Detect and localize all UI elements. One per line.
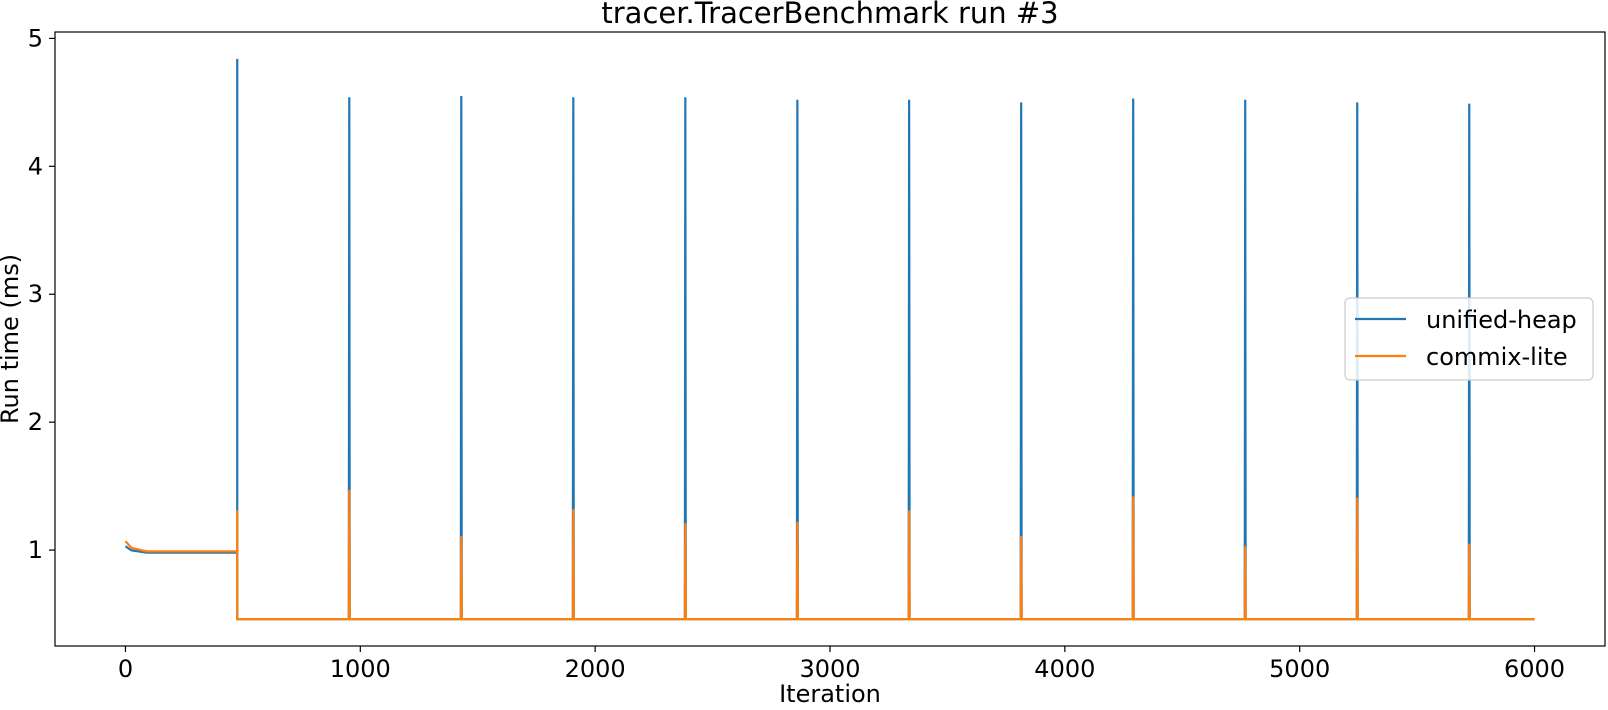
x-tick-label: 4000 <box>1034 655 1095 683</box>
x-tick-label: 0 <box>118 655 133 683</box>
y-tick-label: 1 <box>28 536 43 564</box>
x-axis-ticks: 0 1000 2000 3000 4000 5000 6000 <box>118 646 1565 683</box>
legend: unified-heap commix-lite <box>1344 297 1594 381</box>
legend-label-commix-lite: commix-lite <box>1426 343 1568 371</box>
chart-title: tracer.TracerBenchmark run #3 <box>601 0 1058 30</box>
x-tick-label: 1000 <box>330 655 391 683</box>
y-tick-label: 3 <box>28 280 43 308</box>
series-commix-lite <box>124 489 1535 621</box>
x-tick-label: 3000 <box>799 655 860 683</box>
y-tick-label: 5 <box>28 24 43 52</box>
series-line-commix-lite <box>124 489 1535 621</box>
x-tick-label: 2000 <box>565 655 626 683</box>
legend-label-unified-heap: unified-heap <box>1426 306 1577 334</box>
x-axis-label: Iteration <box>779 680 881 708</box>
y-tick-label: 4 <box>28 152 43 180</box>
x-tick-label: 6000 <box>1504 655 1565 683</box>
x-tick-label: 5000 <box>1269 655 1330 683</box>
y-axis-label: Run time (ms) <box>0 254 24 424</box>
legend-box <box>1344 297 1594 381</box>
y-axis-ticks: 1 2 3 4 5 <box>28 24 55 564</box>
series-layer <box>124 58 1535 621</box>
y-tick-label: 2 <box>28 408 43 436</box>
